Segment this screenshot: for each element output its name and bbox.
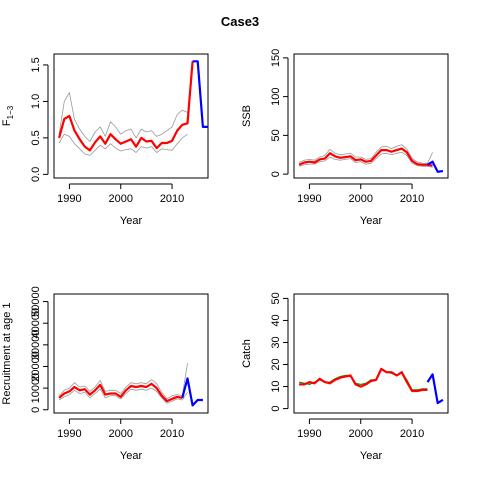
y-tick-label: 10000 [30, 373, 42, 404]
series-upper [58, 92, 188, 142]
plot-frame [53, 293, 209, 414]
x-tick-label: 2010 [400, 428, 424, 440]
y-tick-label: 0.0 [30, 167, 42, 182]
y-tick-label: 20000 [30, 351, 42, 382]
x-tick-label: 2000 [108, 428, 132, 440]
x-tick-label: 2010 [160, 193, 184, 205]
x-tick-label: 2000 [108, 193, 132, 205]
y-tick-label: 100 [270, 87, 282, 105]
y-tick-label: 1.0 [30, 94, 42, 109]
series-estimate [299, 367, 428, 393]
series-upper [58, 363, 188, 400]
y-tick-label: 50 [270, 292, 282, 304]
figure-title: Case3 [221, 14, 259, 29]
series-estimate [58, 382, 183, 403]
y-axis-label-subscript: 1−3 [6, 105, 15, 119]
y-tick-label: 150 [270, 49, 282, 67]
x-tick-label: 1990 [297, 193, 321, 205]
y-tick-label: 50000 [30, 286, 42, 317]
series-projection [181, 377, 203, 407]
y-tick-label: 50 [270, 129, 282, 141]
y-tick-label: 30000 [30, 330, 42, 361]
series-estimate [298, 147, 433, 167]
y-tick-label: 30 [270, 336, 282, 348]
series-lower [58, 387, 188, 404]
x-tick-label: 1990 [57, 428, 81, 440]
x-tick-label: 1990 [57, 193, 81, 205]
panel-catch: 1990 2000 2010 Year 0 10 20 30 40 50 Catch [241, 292, 449, 462]
x-tick-label: 2000 [348, 193, 372, 205]
panel-f: 1990 2000 2010 Year 0.0 0.5 1.0 1.5 F1−3 [1, 53, 209, 227]
series-lower [298, 151, 433, 168]
series-projection [426, 373, 444, 405]
y-tick-label: 20 [270, 358, 282, 370]
y-tick-label: 0 [270, 171, 282, 177]
series-projection [426, 160, 444, 173]
y-tick-label: 0.5 [30, 130, 42, 145]
x-tick-label: 1990 [297, 428, 321, 440]
y-axis-label: Recruitment at age 1 [1, 302, 13, 404]
y-tick-label: 1.5 [30, 57, 42, 72]
series-projection [192, 60, 208, 129]
series-lower [58, 133, 188, 156]
y-tick-label: 10 [270, 380, 282, 392]
panel-ssb: 1990 2000 2010 Year 0 50 100 150 SSB [241, 49, 449, 227]
y-axis-label: F1−3 [1, 105, 15, 126]
plot-frame [53, 53, 209, 179]
x-axis-label: Year [360, 450, 383, 462]
plot-frame [293, 53, 449, 179]
y-tick-label: 40 [270, 314, 282, 326]
series-estimate [58, 61, 194, 152]
x-tick-label: 2000 [348, 428, 372, 440]
y-tick-label: 0 [30, 407, 42, 413]
y-tick-label: 40000 [30, 308, 42, 339]
panel-recruitment: 1990 2000 2010 Year 0 10000200003000040000500… [1, 286, 209, 462]
x-tick-label: 2010 [160, 428, 184, 440]
series-upper [298, 144, 433, 164]
x-tick-label: 2010 [400, 193, 424, 205]
x-axis-label: Year [120, 215, 143, 227]
plot-frame [293, 293, 449, 414]
y-tick-label: 0 [270, 406, 282, 412]
y-axis-label: SSB [241, 105, 253, 127]
y-axis-label: Catch [241, 339, 253, 368]
x-axis-label: Year [360, 215, 383, 227]
x-axis-label: Year [120, 450, 143, 462]
